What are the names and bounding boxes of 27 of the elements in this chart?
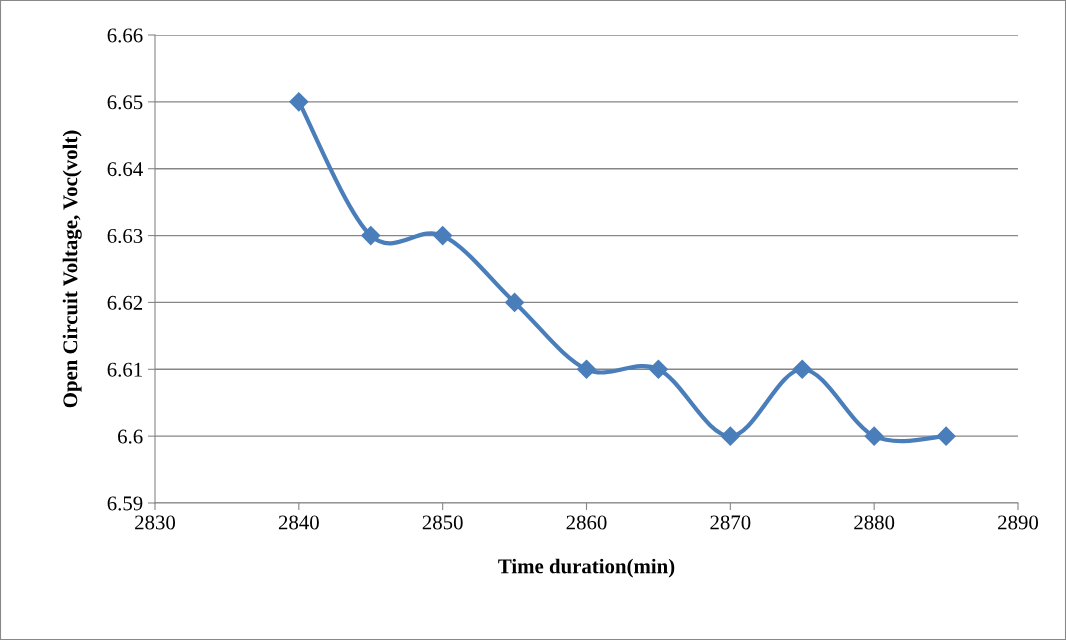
y-axis-title: Open Circuit Voltage, Voc(volt) [62, 130, 82, 408]
x-tick-label: 2840 [278, 515, 319, 530]
x-tick-label: 2870 [710, 515, 751, 530]
point [792, 359, 812, 379]
x-tick-label: 2890 [998, 515, 1039, 530]
y-tick-label: 6.65 [107, 95, 143, 110]
y-tick-label: 6.61 [107, 362, 142, 377]
x-tick-label: 2850 [422, 515, 463, 530]
point [648, 359, 668, 379]
x-tick-label: 2830 [135, 515, 176, 530]
point [361, 226, 381, 246]
y-tick-label: 6.59 [107, 496, 143, 511]
y-tick-label: 6.63 [107, 229, 143, 244]
x-tick-label: 2860 [566, 515, 607, 530]
point [576, 359, 597, 379]
point [433, 226, 453, 246]
point [289, 92, 309, 112]
x-tick-label: 2880 [854, 515, 895, 530]
point [936, 426, 956, 446]
point [505, 292, 525, 312]
y-tick-label: 6.64 [107, 162, 143, 177]
y-tick-label: 6.62 [107, 295, 143, 310]
x-axis-title: Time duration(min) [498, 558, 675, 578]
y-tick-label: 6.6 [118, 429, 143, 444]
point [720, 426, 740, 446]
y-tick-label: 6.66 [107, 28, 143, 43]
point [864, 426, 884, 446]
